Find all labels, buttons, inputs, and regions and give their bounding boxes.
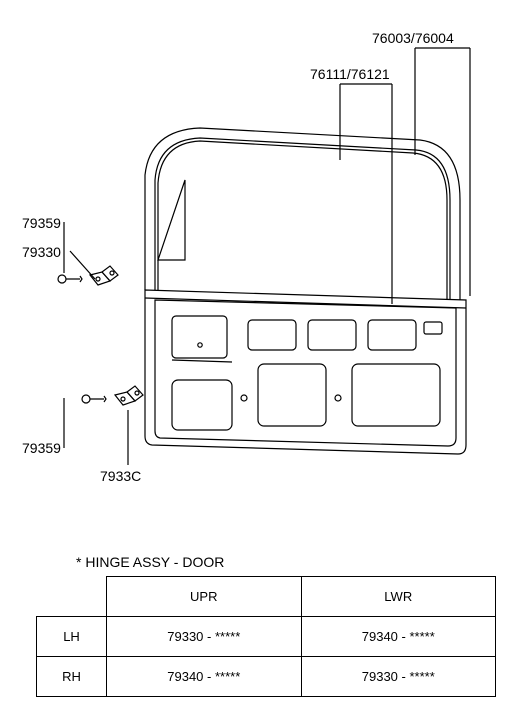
table-title: * HINGE ASSY - DOOR: [76, 554, 496, 570]
row-name: LH: [37, 617, 107, 657]
table-corner: [37, 577, 107, 617]
row-name: RH: [37, 657, 107, 697]
hinge-table: UPR LWR LH 79330 - ***** 79340 - ***** R…: [36, 576, 496, 697]
hinge-table-area: * HINGE ASSY - DOOR UPR LWR LH 79330 - *…: [36, 554, 496, 697]
cell-lwr: 79340 - *****: [301, 617, 496, 657]
cell-lwr: 79330 - *****: [301, 657, 496, 697]
cell-upr: 79330 - *****: [107, 617, 302, 657]
table-row: RH 79340 - ***** 79330 - *****: [37, 657, 496, 697]
table-row: LH 79330 - ***** 79340 - *****: [37, 617, 496, 657]
table-header-row: UPR LWR: [37, 577, 496, 617]
door-diagram: [0, 0, 531, 540]
table-header-upr: UPR: [107, 577, 302, 617]
cell-upr: 79340 - *****: [107, 657, 302, 697]
table-header-lwr: LWR: [301, 577, 496, 617]
